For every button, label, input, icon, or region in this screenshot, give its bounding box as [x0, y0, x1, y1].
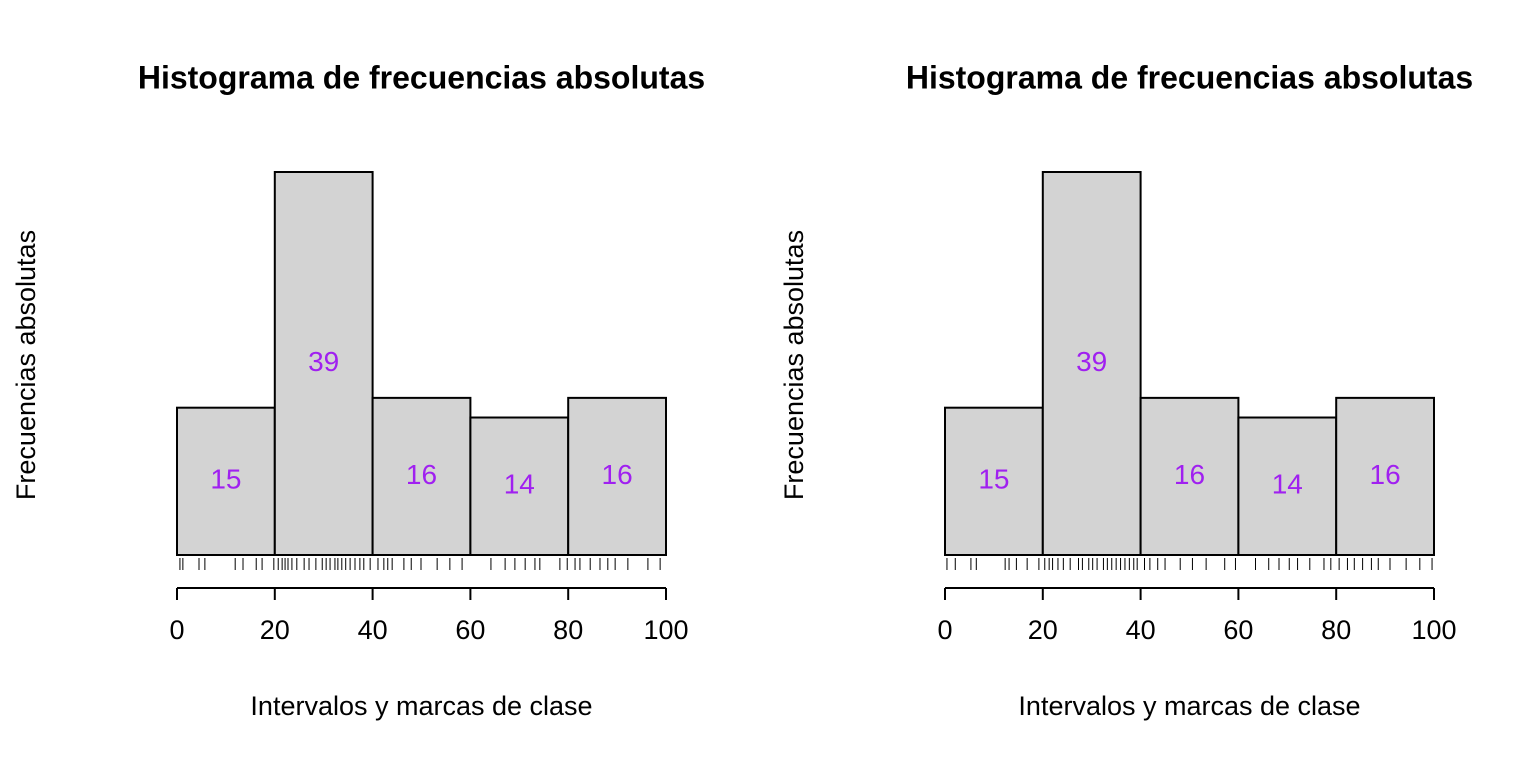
bar: [371, 396, 472, 556]
y-axis-label: Frecuencias absolutas: [779, 230, 809, 500]
x-axis-label: Intervalos y marcas de clase: [250, 691, 592, 721]
x-tick-label: 40: [358, 615, 388, 645]
count-label: 14: [504, 469, 535, 500]
bar: [567, 396, 668, 556]
bar: [1237, 416, 1338, 556]
x-tick-label: 20: [1028, 615, 1058, 645]
count-label: 16: [1174, 459, 1205, 490]
x-tick-label: 80: [553, 615, 583, 645]
count-label: 16: [406, 459, 437, 490]
bar: [944, 406, 1044, 557]
count-label: 15: [978, 464, 1009, 495]
x-tick-label: 100: [643, 615, 688, 645]
x-tick-label: 20: [260, 615, 290, 645]
x-tick-label: 40: [1126, 615, 1156, 645]
panel: Histograma de frecuencias absolutas Frecu…: [11, 59, 705, 721]
chart-title: Histograma de frecuencias absolutas: [138, 59, 705, 95]
x-tick-label: 0: [169, 615, 184, 645]
x-tick-label: 60: [455, 615, 485, 645]
bar: [1335, 396, 1436, 556]
bar: [176, 406, 276, 557]
chart-title: Histograma de frecuencias absolutas: [906, 59, 1473, 95]
count-label: 39: [1076, 346, 1107, 377]
y-axis-label: Frecuencias absolutas: [11, 230, 41, 500]
x-tick-label: 100: [1411, 615, 1456, 645]
x-tick-label: 0: [937, 615, 952, 645]
x-tick-label: 80: [1321, 615, 1351, 645]
count-label: 15: [210, 464, 241, 495]
x-axis-label: Intervalos y marcas de clase: [1018, 691, 1360, 721]
panel: Histograma de frecuencias absolutas Frecu…: [779, 59, 1473, 721]
bar: [1139, 396, 1240, 556]
count-label: 39: [308, 346, 339, 377]
count-label: 14: [1272, 469, 1303, 500]
x-tick-label: 60: [1223, 615, 1253, 645]
count-label: 16: [1370, 459, 1401, 490]
bar: [1041, 171, 1142, 556]
bar: [273, 171, 374, 556]
count-label: 16: [602, 459, 633, 490]
